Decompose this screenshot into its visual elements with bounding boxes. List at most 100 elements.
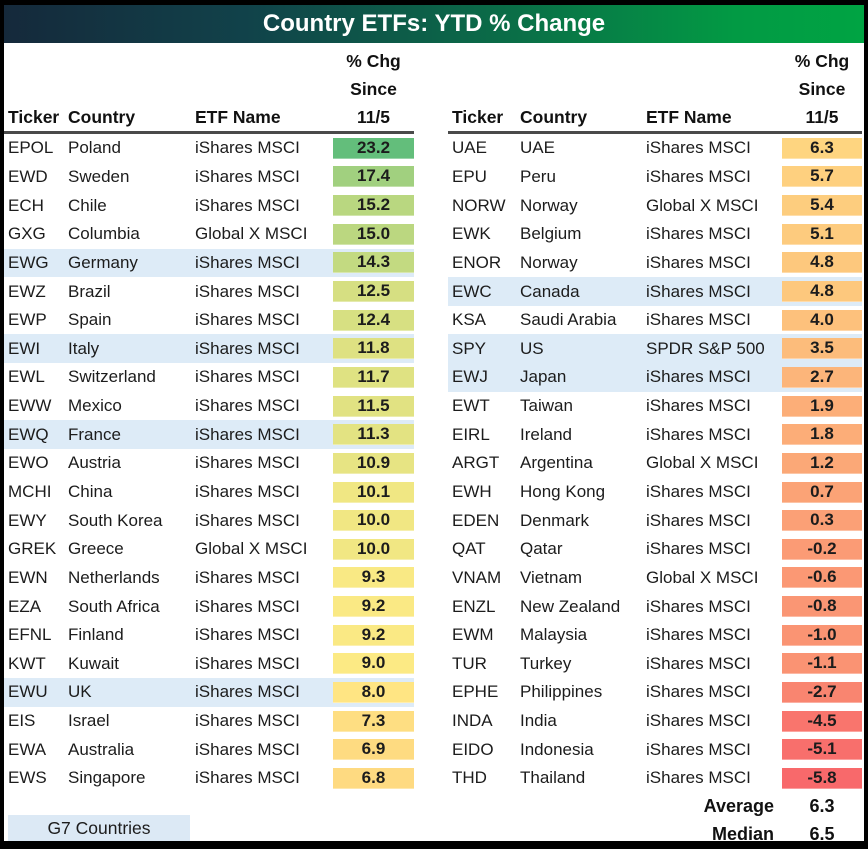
table-row: GXG Columbia Global X MSCI 15.0 (4, 220, 414, 249)
table-row: EWS Singapore iShares MSCI 6.8 (4, 764, 414, 793)
ticker-cell: SPY (452, 338, 487, 358)
pct-change-cell: -1.0 (782, 624, 862, 646)
ticker-cell: NORW (452, 195, 506, 215)
country-cell: Philippines (520, 682, 603, 702)
etf-name-cell: iShares MSCI (195, 396, 300, 416)
table-row: EWK Belgium iShares MSCI 5.1 (448, 220, 862, 249)
country-cell: Chile (68, 195, 107, 215)
country-cell: Malaysia (520, 625, 588, 645)
pct-change-cell: 7.3 (333, 710, 414, 732)
left-table: % Chg Since Ticker Country ETF Name 11/5… (4, 47, 414, 793)
ticker-cell: EDEN (452, 510, 500, 530)
country-cell: Sweden (68, 166, 130, 186)
country-cell: China (68, 482, 113, 501)
pct-header-line3: 11/5 (356, 106, 391, 127)
pct-change-cell: 9.0 (333, 653, 414, 675)
ticker-cell: INDA (452, 711, 493, 731)
etf-name-cell: iShares MSCI (646, 424, 751, 444)
pct-change-cell: -2.7 (782, 681, 862, 703)
country-cell: France (68, 424, 121, 444)
etf-name-cell: iShares MSCI (646, 596, 751, 616)
ticker-cell: EWY (8, 510, 47, 530)
pct-change-cell: 11.8 (333, 338, 414, 360)
country-cell: New Zealand (520, 596, 621, 616)
etf-name-cell: SPDR S&P 500 (646, 338, 765, 358)
pct-change-cell: 1.8 (782, 424, 862, 446)
ticker-cell: EZA (8, 596, 42, 616)
table-row: ENZL New Zealand iShares MSCI -0.8 (448, 592, 862, 621)
left-table-header: % Chg Since Ticker Country ETF Name 11/5 (4, 47, 414, 134)
table-row: EWL Switzerland iShares MSCI 11.7 (4, 363, 414, 392)
pct-change-cell: 11.5 (333, 395, 414, 417)
table-row: GREK Greece Global X MSCI 10.0 (4, 535, 414, 564)
ticker-cell: EWM (452, 625, 494, 645)
table-row: EWZ Brazil iShares MSCI 12.5 (4, 277, 414, 306)
country-cell: Austria (68, 453, 121, 473)
ticker-cell: EIDO (452, 739, 494, 759)
table-row: EDEN Denmark iShares MSCI 0.3 (448, 506, 862, 535)
country-cell: Germany (68, 252, 138, 272)
etf-name-cell: iShares MSCI (646, 482, 751, 501)
country-cell: Spain (68, 310, 112, 330)
pct-change-cell: 6.8 (333, 767, 414, 789)
ticker-cell: MCHI (8, 482, 52, 501)
ticker-cell: EWD (8, 166, 48, 186)
table-row: EWU UK iShares MSCI 8.0 (4, 678, 414, 707)
table-row: MCHI China iShares MSCI 10.1 (4, 478, 414, 507)
country-cell: Brazil (68, 281, 111, 301)
pct-change-cell: 10.9 (333, 452, 414, 474)
etf-name-cell: iShares MSCI (195, 625, 300, 645)
table-row: EWM Malaysia iShares MSCI -1.0 (448, 621, 862, 650)
country-cell: Poland (68, 138, 121, 158)
ticker-cell: EWW (8, 396, 52, 416)
table-row: EWC Canada iShares MSCI 4.8 (448, 277, 862, 306)
country-cell: UAE (520, 138, 555, 158)
pct-change-cell: 1.2 (782, 452, 862, 474)
pct-change-cell: 15.0 (333, 223, 414, 245)
pct-header-line2: Since (350, 78, 397, 99)
country-cell: Thailand (520, 768, 586, 788)
ticker-cell: EPU (452, 166, 487, 186)
etf-name-cell: iShares MSCI (646, 224, 751, 244)
pct-change-cell: -5.1 (782, 739, 862, 761)
country-cell: Belgium (520, 224, 582, 244)
etf-name-cell: iShares MSCI (195, 338, 300, 358)
country-cell: Japan (520, 367, 567, 387)
ticker-cell: KWT (8, 653, 46, 673)
pct-change-cell: 12.5 (333, 281, 414, 303)
country-column-header: Country (68, 106, 136, 127)
pct-change-cell: 14.3 (333, 252, 414, 274)
average-value: 6.3 (809, 796, 835, 817)
pct-change-cell: 15.2 (333, 195, 414, 217)
pct-change-cell: 6.9 (333, 739, 414, 761)
pct-change-cell: 1.9 (782, 395, 862, 417)
table-row: THD Thailand iShares MSCI -5.8 (448, 764, 862, 793)
pct-change-cell: 2.7 (782, 366, 862, 388)
country-cell: South Korea (68, 510, 163, 530)
pct-header-line1: % Chg (346, 50, 401, 71)
table-row: ENOR Norway iShares MSCI 4.8 (448, 249, 862, 278)
etf-name-cell: iShares MSCI (646, 138, 751, 158)
etf-name-cell: iShares MSCI (646, 768, 751, 788)
ticker-cell: EWO (8, 453, 49, 473)
country-cell: India (520, 711, 557, 731)
pct-change-cell: 12.4 (333, 309, 414, 331)
pct-change-cell: 9.3 (333, 567, 414, 589)
pct-change-cell: 0.3 (782, 510, 862, 532)
pct-header-line3: 11/5 (805, 106, 839, 127)
pct-change-cell: 10.0 (333, 538, 414, 560)
ticker-cell: EWP (8, 310, 47, 330)
table-row: EPU Peru iShares MSCI 5.7 (448, 163, 862, 192)
ticker-cell: GREK (8, 539, 57, 559)
etf-name-cell: iShares MSCI (646, 281, 751, 301)
pct-change-cell: 9.2 (333, 624, 414, 646)
table-row: EIDO Indonesia iShares MSCI -5.1 (448, 735, 862, 764)
table-row: EWY South Korea iShares MSCI 10.0 (4, 506, 414, 535)
etf-name-cell: iShares MSCI (195, 367, 300, 387)
pct-change-cell: -0.8 (782, 596, 862, 618)
etf-name-cell: iShares MSCI (195, 281, 300, 301)
country-cell: UK (68, 682, 92, 702)
etf-name-cell: iShares MSCI (195, 138, 300, 158)
ticker-cell: EIS (8, 711, 36, 731)
table-row: TUR Turkey iShares MSCI -1.1 (448, 650, 862, 679)
